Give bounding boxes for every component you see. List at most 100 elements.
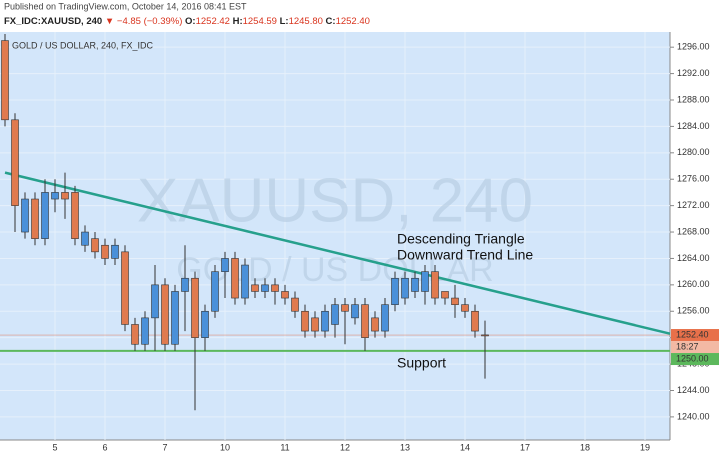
candle-body (31, 198, 39, 239)
candle-body (131, 324, 139, 345)
y-tick-label: 1272.00 (677, 200, 710, 210)
candle-body (341, 304, 349, 312)
candle-body (81, 231, 89, 246)
change-arrow: ▼ (105, 16, 114, 27)
candle-body (41, 192, 49, 239)
candle-body (401, 277, 409, 299)
candle-body (161, 284, 169, 345)
candle-body (101, 244, 109, 259)
x-tick-label: 17 (520, 442, 530, 452)
annotation: Downward Trend Line (397, 247, 533, 263)
candle-body (301, 310, 309, 332)
candle-body (71, 192, 79, 239)
y-tick-label: 1264.00 (677, 253, 710, 263)
symbol-line: FX_IDC:XAUUSD, 240 ▼ −4.85 (−0.39%) O:12… (4, 16, 370, 27)
candle-body (321, 310, 329, 332)
candle-body (191, 277, 199, 338)
candle-body (211, 271, 219, 312)
candle-body (371, 317, 379, 332)
price-tag (671, 341, 719, 354)
y-tick-label: 1244.00 (677, 385, 710, 395)
plot-background (0, 32, 670, 440)
candle-body (201, 310, 209, 338)
candle-body (441, 291, 449, 299)
candle-body (111, 244, 119, 259)
ohlc-value: 1252.40 (336, 16, 370, 27)
y-tick-label: 1292.00 (677, 68, 710, 78)
symbol: FX_IDC:XAUUSD, 240 (4, 16, 102, 27)
x-tick-label: 11 (280, 442, 289, 452)
x-tick-label: 13 (400, 442, 410, 452)
candle-body (91, 238, 99, 253)
candle-body (461, 304, 469, 312)
candle-body (271, 284, 279, 292)
candle-body (1, 40, 9, 121)
x-tick-label: 18 (580, 442, 590, 452)
candle-body (21, 198, 29, 233)
candle-body (181, 277, 189, 292)
chart-title: GOLD / US DOLLAR, 240, FX_IDC (12, 40, 154, 50)
candle-body (51, 192, 59, 200)
candle-body (141, 317, 149, 345)
candle-body (261, 284, 269, 292)
y-tick-label: 1268.00 (677, 226, 710, 236)
published: Published on TradingView.com, October 14… (4, 1, 247, 11)
candle-body (331, 304, 339, 325)
candle-body (221, 258, 229, 272)
y-tick-label: 1280.00 (677, 147, 710, 157)
ohlc-label: C: (326, 16, 336, 27)
price-tag-label: 18:27 (676, 341, 699, 351)
candle-body (471, 310, 479, 332)
y-tick-label: 1256.00 (677, 306, 710, 316)
x-tick-label: 5 (52, 442, 57, 452)
x-tick-label: 19 (640, 442, 650, 452)
candle-body (11, 119, 19, 206)
candle-body (451, 297, 459, 305)
price-tag-label: 1250.00 (676, 353, 709, 363)
x-tick-label: 6 (102, 442, 107, 452)
candle-body (291, 297, 299, 312)
y-tick-label: 1260.00 (677, 279, 710, 289)
ohlc-value: 1254.59 (243, 16, 277, 27)
ohlc-value: 1245.80 (289, 16, 323, 27)
price-tag-label: 1252.40 (676, 329, 709, 339)
y-tick-label: 1288.00 (677, 94, 710, 104)
candle-body (381, 304, 389, 332)
watermark: XAUUSD, 240 (137, 166, 533, 235)
ohlc-label: H: (233, 16, 243, 27)
price-tag (671, 329, 719, 342)
candle-body (241, 264, 249, 299)
candle-body (171, 291, 179, 345)
candle-body (151, 284, 159, 319)
ohlc-label: L: (280, 16, 289, 27)
price-tag (671, 353, 719, 366)
candle-body (421, 271, 429, 292)
ohlc-value: 1252.42 (196, 16, 230, 27)
candle-body (61, 192, 69, 200)
candle-body (481, 334, 489, 337)
watermark-subtitle: GOLD / US DOLLAR (176, 251, 493, 289)
y-tick-label: 1284.00 (677, 121, 710, 131)
ohlc-label: O: (185, 16, 196, 27)
x-tick-label: 14 (460, 442, 470, 452)
candle-body (351, 304, 359, 319)
x-tick-label: 12 (340, 442, 350, 452)
candle-body (231, 258, 239, 299)
annotation: Support (397, 355, 446, 371)
y-tick-label: 1296.00 (677, 42, 710, 52)
candle-body (121, 251, 129, 325)
axis-background (670, 32, 720, 458)
y-tick-label: 1240.00 (677, 411, 710, 421)
candle-body (311, 317, 319, 332)
annotation: Descending Triangle (397, 231, 525, 247)
x-tick-label: 7 (162, 442, 167, 452)
y-tick-label: 1276.00 (677, 174, 710, 184)
x-tick-label: 10 (220, 442, 230, 452)
candle-body (251, 284, 259, 292)
candle-body (281, 291, 289, 299)
candle-body (431, 271, 439, 299)
change: −4.85 (−0.39%) (117, 16, 183, 27)
candle-body (361, 304, 369, 338)
candle-body (391, 277, 399, 305)
